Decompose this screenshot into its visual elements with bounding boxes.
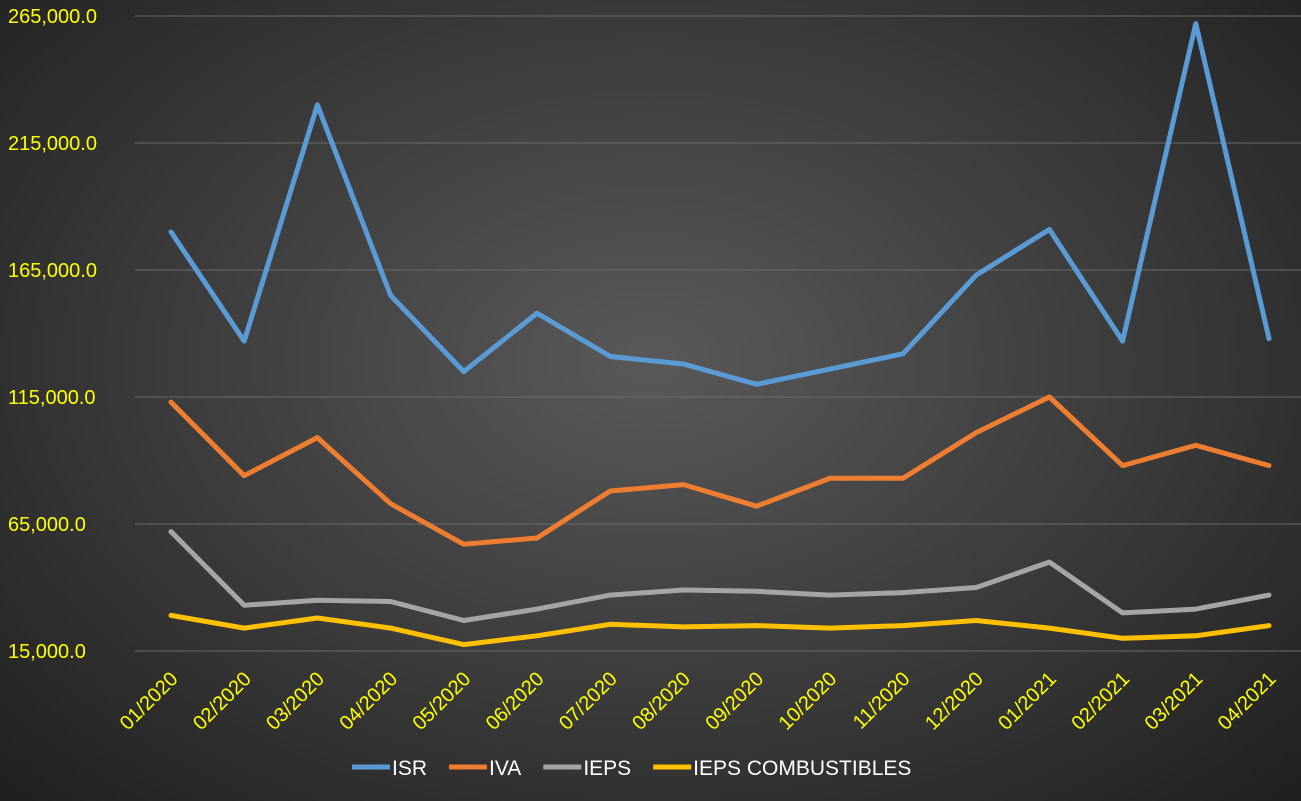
x-tick-label: 03/2021 (1141, 668, 1208, 735)
x-tick-label: 03/2020 (262, 668, 329, 735)
legend-label: IEPS COMBUSTIBLES (693, 757, 911, 780)
y-tick-label: 265,000.0 (8, 6, 97, 28)
series-line-iva (168, 394, 1272, 547)
x-tick-label: 11/2020 (849, 668, 915, 734)
x-tick-label: 12/2020 (921, 668, 988, 735)
x-tick-label: 01/2021 (994, 668, 1061, 735)
legend-label: ISR (392, 757, 427, 780)
x-tick-label: 07/2020 (555, 668, 622, 735)
legend-label: IEPS (583, 757, 631, 780)
series-line-isr (168, 21, 1272, 387)
x-tick-label: 04/2021 (1214, 668, 1281, 735)
series-lines (168, 21, 1272, 648)
y-tick-label: 15,000.0 (8, 641, 86, 663)
gridlines (135, 15, 1301, 652)
legend-label: IVA (489, 757, 521, 780)
legend: ISR IVA IEPS IEPS COMBUSTIBLES (352, 757, 911, 780)
y-tick-label: 115,000.0 (8, 387, 96, 409)
y-axis-ticks: 15,000.0 65,000.0 115,000.0 165,000.0 215,00… (8, 6, 97, 663)
series-line-ieps (168, 529, 1272, 623)
x-tick-label: 10/2020 (775, 668, 842, 735)
x-tick-label: 05/2020 (409, 668, 476, 735)
x-tick-label: 09/2020 (701, 668, 768, 735)
x-tick-label: 06/2020 (482, 668, 549, 735)
x-tick-label: 01/2020 (116, 668, 183, 735)
x-axis-ticks: 01/2020 02/2020 03/2020 04/2020 05/2020 06/20… (116, 668, 1281, 735)
x-tick-label: 02/2020 (189, 668, 256, 735)
y-tick-label: 165,000.0 (8, 260, 97, 282)
series-line-ieps-combustibles (168, 612, 1272, 648)
x-tick-label: 02/2021 (1067, 668, 1134, 735)
y-tick-label: 215,000.0 (8, 133, 97, 155)
x-tick-label: 08/2020 (628, 668, 695, 735)
y-tick-label: 65,000.0 (8, 514, 86, 536)
x-tick-label: 04/2020 (335, 668, 402, 735)
